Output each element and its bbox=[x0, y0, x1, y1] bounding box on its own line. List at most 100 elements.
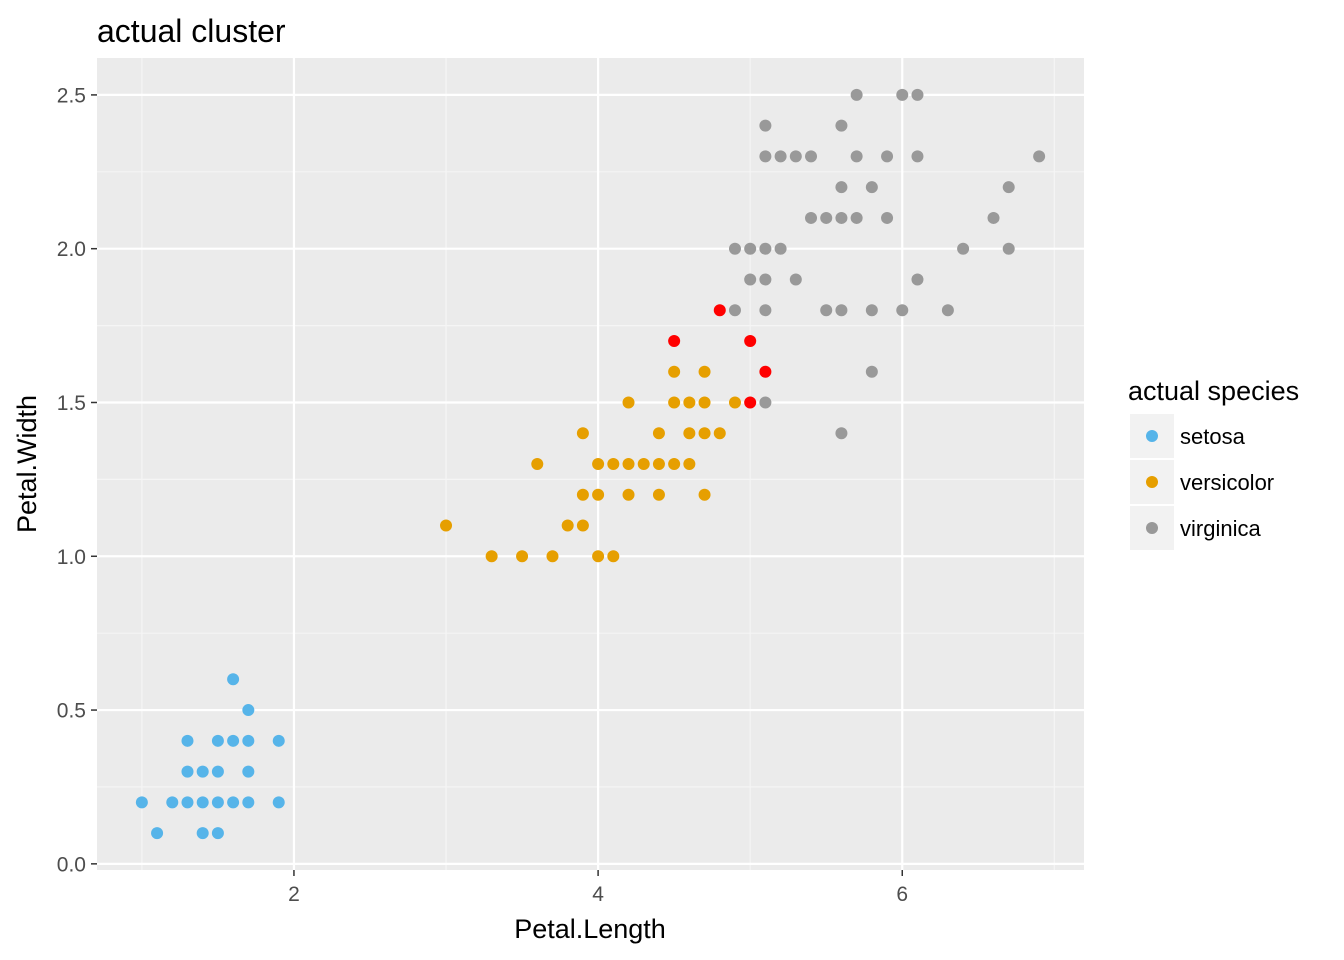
legend: actual species setosa versicolor virginica bbox=[1128, 376, 1299, 550]
legend-label-virginica: virginica bbox=[1180, 516, 1261, 541]
x-tick-label: 6 bbox=[896, 883, 908, 906]
data-points bbox=[135, 88, 1046, 840]
point-virginica bbox=[865, 365, 878, 378]
point-virginica bbox=[789, 273, 802, 286]
point-setosa bbox=[242, 765, 255, 778]
point-setosa bbox=[242, 704, 255, 717]
point-virginica bbox=[759, 150, 772, 163]
legend-label-setosa: setosa bbox=[1180, 424, 1246, 449]
point-versicolor bbox=[592, 458, 605, 470]
point-setosa bbox=[196, 765, 209, 778]
y-axis-ticks: 0.0 0.5 1.0 1.5 2.0 2.5 bbox=[57, 84, 97, 876]
point-virginica bbox=[774, 150, 787, 163]
point-versicolor bbox=[576, 519, 589, 532]
x-axis-ticks: 2 4 6 bbox=[288, 870, 908, 906]
point-virginica bbox=[820, 304, 833, 317]
point-virginica bbox=[850, 150, 863, 163]
point-virginica bbox=[805, 211, 818, 224]
x-tick-label: 4 bbox=[592, 883, 604, 906]
legend-key-point bbox=[1146, 476, 1158, 488]
point-setosa bbox=[211, 765, 224, 778]
point-virginica bbox=[865, 181, 878, 194]
point-versicolor bbox=[592, 550, 605, 563]
point-virginica bbox=[896, 304, 909, 317]
point-setosa bbox=[135, 796, 148, 809]
point-virginica bbox=[835, 427, 848, 440]
point-versicolor bbox=[531, 458, 544, 470]
legend-label-versicolor: versicolor bbox=[1180, 470, 1274, 495]
point-versicolor bbox=[698, 427, 711, 440]
point-virginica bbox=[759, 304, 772, 317]
y-tick-label: 1.5 bbox=[57, 392, 86, 415]
point-versicolor bbox=[698, 365, 711, 378]
point-setosa bbox=[227, 673, 240, 686]
point-virginica bbox=[759, 396, 772, 409]
point-versicolor bbox=[592, 488, 605, 501]
point-virginica bbox=[941, 304, 954, 317]
point-versicolor bbox=[683, 427, 696, 440]
point-virginica bbox=[789, 150, 802, 163]
point-setosa bbox=[151, 827, 164, 840]
point-virginica bbox=[820, 211, 833, 224]
point-virginica bbox=[728, 304, 741, 317]
point-versicolor bbox=[698, 396, 711, 409]
point-versicolor bbox=[713, 427, 726, 440]
point-setosa bbox=[227, 734, 240, 747]
point-setosa bbox=[181, 765, 194, 778]
point-setosa bbox=[196, 796, 209, 809]
point-versicolor bbox=[576, 488, 589, 501]
x-axis-title: Petal.Length bbox=[514, 914, 666, 944]
point-virginica bbox=[911, 273, 924, 286]
point-virginica bbox=[987, 211, 1000, 224]
point-versicolor bbox=[683, 458, 696, 470]
point-versicolor bbox=[652, 458, 665, 470]
point-virginica bbox=[911, 88, 924, 101]
grid-major bbox=[97, 58, 1084, 870]
x-tick-label: 2 bbox=[288, 883, 300, 906]
point-setosa bbox=[211, 827, 224, 840]
point-virginica bbox=[881, 211, 894, 224]
legend-key-point bbox=[1146, 430, 1158, 442]
point-virginica bbox=[850, 88, 863, 101]
point-setosa bbox=[181, 796, 194, 809]
y-axis-title: Petal.Width bbox=[12, 395, 42, 533]
point-highlighted bbox=[668, 334, 681, 347]
point-versicolor bbox=[561, 519, 574, 532]
point-versicolor bbox=[516, 550, 529, 563]
point-virginica bbox=[1002, 242, 1015, 255]
point-versicolor bbox=[652, 488, 665, 501]
point-setosa bbox=[181, 734, 194, 747]
point-virginica bbox=[881, 150, 894, 163]
y-tick-label: 2.5 bbox=[57, 84, 86, 107]
point-virginica bbox=[759, 119, 772, 132]
point-virginica bbox=[835, 119, 848, 132]
y-tick-label: 0.0 bbox=[57, 853, 86, 876]
legend-key-point bbox=[1146, 522, 1158, 534]
point-virginica bbox=[911, 150, 924, 163]
point-virginica bbox=[835, 181, 848, 194]
point-virginica bbox=[744, 242, 757, 255]
point-versicolor bbox=[546, 550, 559, 563]
point-virginica bbox=[1002, 181, 1015, 194]
point-versicolor bbox=[668, 365, 681, 378]
point-versicolor bbox=[622, 458, 635, 470]
point-versicolor bbox=[485, 550, 498, 563]
point-virginica bbox=[896, 88, 909, 101]
y-tick-label: 2.0 bbox=[57, 238, 86, 261]
point-setosa bbox=[166, 796, 179, 809]
point-virginica bbox=[835, 304, 848, 317]
point-highlighted bbox=[744, 334, 757, 347]
chart-title: actual cluster bbox=[97, 13, 286, 49]
point-virginica bbox=[850, 211, 863, 224]
point-setosa bbox=[242, 796, 255, 809]
point-virginica bbox=[744, 273, 757, 286]
point-versicolor bbox=[607, 550, 620, 563]
point-versicolor bbox=[683, 396, 696, 409]
point-setosa bbox=[272, 734, 285, 747]
point-highlighted bbox=[759, 365, 772, 378]
point-virginica bbox=[1033, 150, 1046, 163]
point-versicolor bbox=[622, 488, 635, 501]
plot-panel bbox=[97, 58, 1084, 870]
point-setosa bbox=[227, 796, 240, 809]
